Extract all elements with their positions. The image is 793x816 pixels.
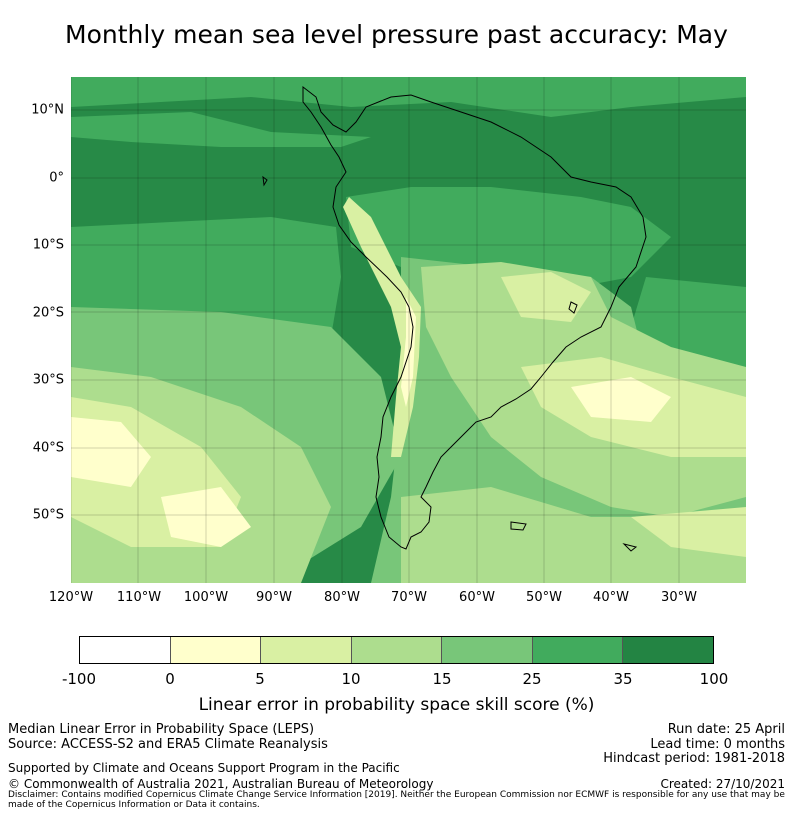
skill-region-high xyxy=(71,77,746,117)
skill-region-low xyxy=(401,487,746,583)
colorbar-tick: 5 xyxy=(255,670,265,688)
colorbar-segment xyxy=(170,637,262,663)
lead-time: Lead time: 0 months xyxy=(650,737,785,752)
footer-method: Median Linear Error in Probability Space… xyxy=(8,722,315,737)
footer-copyright: © Commonwealth of Australia 2021, Austra… xyxy=(8,777,434,791)
lon-label: 80°W xyxy=(324,590,360,605)
lat-label: 10°N xyxy=(31,102,64,118)
lon-label: 60°W xyxy=(459,590,495,605)
colorbar-tick: 15 xyxy=(432,670,452,688)
lon-label: 70°W xyxy=(391,590,427,605)
skill-region-lowest xyxy=(571,377,671,422)
colorbar-segment xyxy=(351,637,443,663)
coastline xyxy=(302,85,647,550)
footer-source: Source: ACCESS-S2 and ERA5 Climate Reana… xyxy=(8,737,328,752)
created-date: Created: 27/10/2021 xyxy=(660,777,785,791)
skill-region-high xyxy=(71,217,341,337)
colorbar-segment xyxy=(80,637,171,663)
coastline xyxy=(568,301,578,314)
lon-label: 40°W xyxy=(593,590,629,605)
colorbar-label: Linear error in probability space skill … xyxy=(198,695,595,715)
coastline xyxy=(510,521,527,531)
colorbar xyxy=(79,636,714,664)
colorbar-tick: 100 xyxy=(699,670,729,688)
colorbar-segment xyxy=(623,637,714,663)
lat-label: 10°S xyxy=(32,237,64,253)
lon-label: 120°W xyxy=(48,590,94,605)
footer-disclaimer: Disclaimer: Contains modified Copernicus… xyxy=(8,790,785,810)
colorbar-tick: 25 xyxy=(522,670,542,688)
colorbar-tick: 35 xyxy=(613,670,633,688)
lat-label: 0° xyxy=(49,170,64,186)
coastline xyxy=(622,543,638,552)
skill-region-lower xyxy=(501,272,591,322)
lon-label: 100°W xyxy=(183,590,229,605)
skill-region-lower xyxy=(631,507,746,557)
lon-label: 30°W xyxy=(661,590,697,605)
skill-region-high xyxy=(71,112,371,147)
lon-label: 110°W xyxy=(116,590,162,605)
colorbar-segment xyxy=(261,637,352,663)
colorbar-tick: 10 xyxy=(341,670,361,688)
skill-region-lowest xyxy=(71,417,151,487)
skill-region-high xyxy=(631,277,746,377)
colorbar-tick: 0 xyxy=(165,670,175,688)
colorbar-segment xyxy=(532,637,624,663)
run-date: Run date: 25 April xyxy=(667,722,785,737)
colorbar-tick: -100 xyxy=(61,670,97,688)
hindcast-period: Hindcast period: 1981-2018 xyxy=(603,751,785,766)
skill-map xyxy=(71,77,746,583)
map-graticule xyxy=(71,77,746,583)
lat-label: 40°S xyxy=(32,440,64,456)
lat-label: 30°S xyxy=(32,372,64,388)
colorbar-segment xyxy=(442,637,533,663)
lon-label: 50°W xyxy=(526,590,562,605)
coastline xyxy=(262,175,268,187)
lat-label: 20°S xyxy=(32,305,64,321)
lon-label: 90°W xyxy=(256,590,292,605)
chart-title: Monthly mean sea level pressure past acc… xyxy=(65,20,728,49)
skill-region-lowest xyxy=(161,487,251,547)
footer-support: Supported by Climate and Oceans Support … xyxy=(8,761,400,775)
lat-label: 50°S xyxy=(32,507,64,523)
andes-region xyxy=(343,197,421,457)
